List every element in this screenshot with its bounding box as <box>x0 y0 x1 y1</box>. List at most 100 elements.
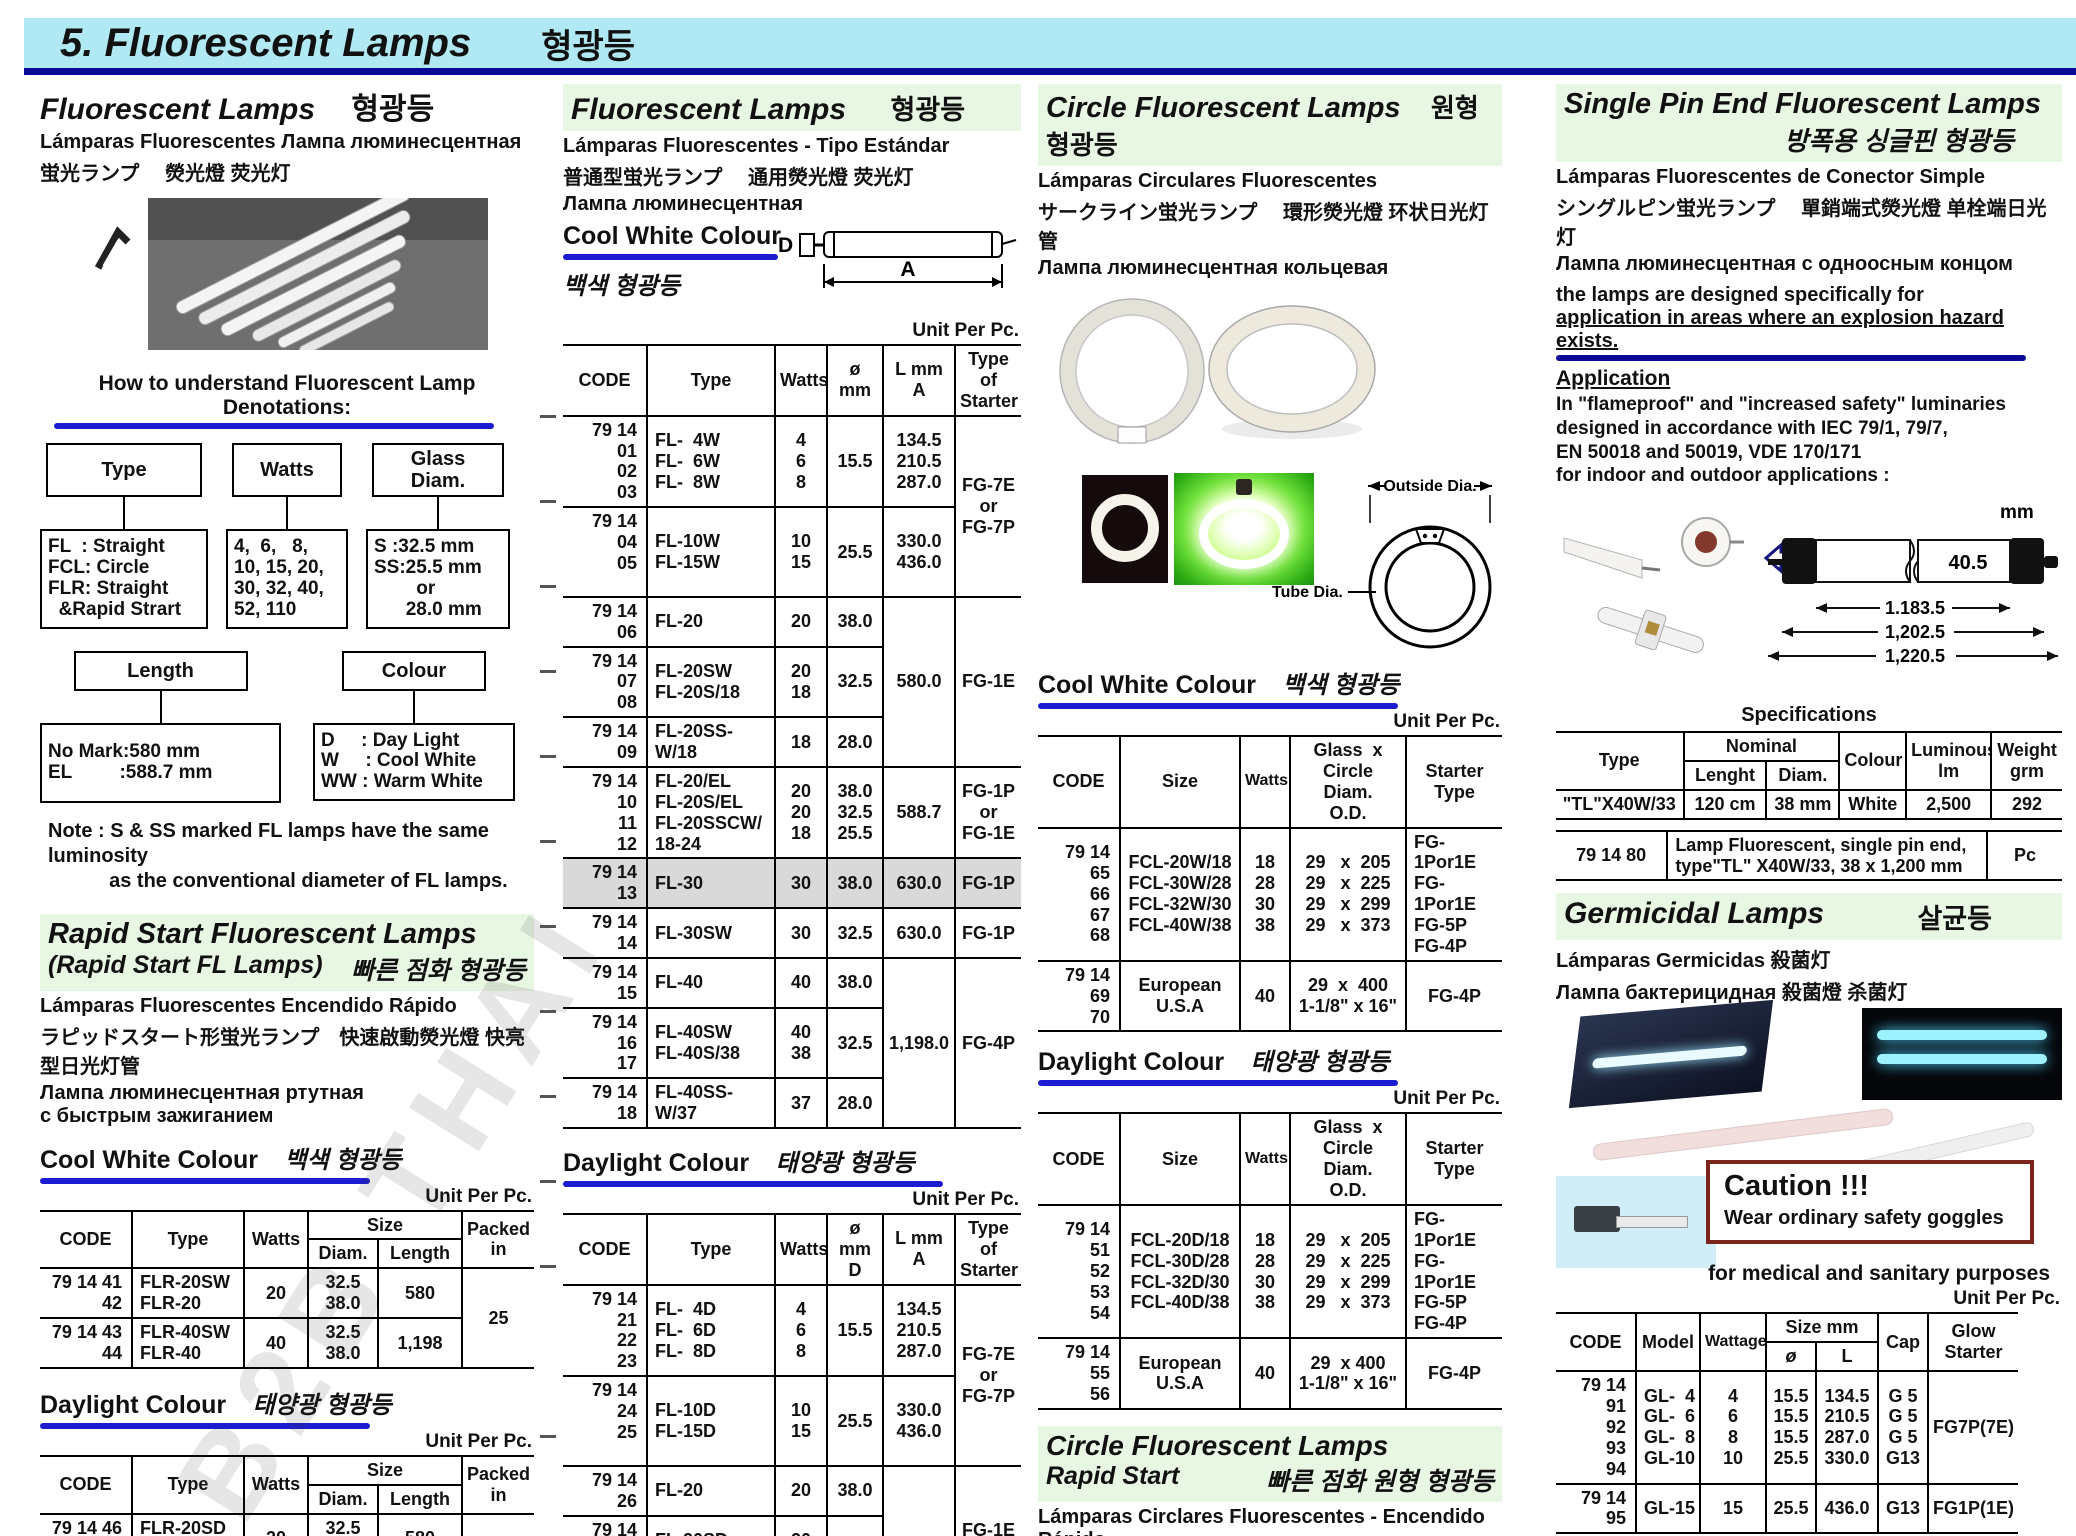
cell: 580 <box>377 1267 462 1320</box>
cell: 29 x 400 1-1/8" x 16" <box>1289 1337 1406 1410</box>
banner-title-kr: 형광등 <box>541 27 636 66</box>
photo-block <box>40 194 534 362</box>
cell: 25 <box>461 1512 534 1536</box>
cell: FG-1E or FG-1P <box>954 1464 1021 1536</box>
cell: Watts <box>1239 1112 1290 1206</box>
cell: FL-10D FL-15D <box>646 1375 775 1467</box>
cell: ø mm D <box>826 1213 883 1286</box>
cell: Length <box>377 1238 462 1270</box>
cell: 79 14 51 52 53 54 <box>1038 1203 1120 1340</box>
cell: CODE <box>563 344 647 417</box>
rapid-title-kr: 빠른 점화 원형 형광등 <box>1266 1467 1494 1496</box>
cell: Colour <box>1838 731 1907 791</box>
cell: Wattage <box>1699 1312 1766 1373</box>
cell: GL-15 <box>1635 1482 1700 1535</box>
cell: 15.5 15.5 15.5 25.5 <box>1765 1370 1816 1485</box>
cell: 588.7 <box>882 765 955 860</box>
cell: 79 14 21 22 23 <box>563 1283 647 1378</box>
cell: 30 <box>774 857 827 910</box>
table-header: CODE Model Wattage Size mm Cap Glow Star… <box>1556 1312 2018 1373</box>
type-label-box: Type <box>46 443 202 497</box>
title-en: Germicidal Lamps <box>1564 897 1825 931</box>
cell: ø mm <box>826 344 883 417</box>
cell: Glass x Circle Diam. O.D. <box>1289 735 1406 829</box>
cell: 40 <box>774 956 827 1009</box>
unit-label: Unit Per Pc. <box>425 1185 532 1207</box>
section-underline <box>1038 703 1398 709</box>
gutter-tick <box>540 1095 556 1098</box>
section-title-kr: 태양광 형광등 <box>252 1391 392 1419</box>
cell: FL-20SW FL-20S/18 <box>646 645 775 719</box>
cell: 15 <box>1699 1482 1766 1535</box>
cell: Nominal <box>1682 731 1840 762</box>
cell: Size <box>307 1209 462 1241</box>
howto-underline <box>54 423 494 429</box>
germicidal-fixture-photo <box>1568 1000 1774 1109</box>
cell: 32.5 <box>826 1006 883 1080</box>
cell: 79 14 16 17 <box>563 1006 647 1080</box>
cell: 29 x 205 29 x 225 29 x 299 29 x 373 <box>1289 1203 1406 1340</box>
cell: 79 14 04 05 <box>563 506 647 598</box>
cell: FL-30 <box>646 857 775 910</box>
cell: Diam. <box>307 1483 378 1515</box>
column-circle-lamps: Circle Fluorescent Lamps 원형 형광등 Lámparas… <box>1038 84 1502 1536</box>
cell: FG1P(1E) <box>1927 1482 2018 1535</box>
unit-label: Unit Per Pc. <box>912 1189 1019 1210</box>
cell: Cap <box>1877 1312 1928 1373</box>
circle-lamp-photo-green <box>1174 473 1314 585</box>
cell: L mm A <box>882 1213 955 1286</box>
cell: ø <box>1765 1341 1816 1373</box>
cell: FG-1P or FG-1E <box>954 765 1021 860</box>
label-tube-diameter: 40.5 <box>1949 552 1988 574</box>
cell: FG-1P <box>954 907 1021 959</box>
title-en: Fluorescent Lamps <box>40 93 316 126</box>
cell: Starter Type <box>1405 1112 1502 1206</box>
cell: 134.5 210.5 287.0 330.0 <box>1815 1370 1878 1485</box>
cell: 79 14 91 92 93 94 <box>1556 1370 1636 1485</box>
cell: FL-40 <box>646 956 775 1009</box>
label-d: D <box>778 234 793 257</box>
cell: FLR-20SD FLR-20 <box>131 1512 244 1536</box>
howto-heading: How to understand Fluorescent Lamp Denot… <box>40 372 534 429</box>
subtitle-cjk: サークライン蛍光ランプ 環形熒光燈 环状日光灯管 <box>1038 202 1489 253</box>
table-row: "TL"X40W/33 120 cm 38 mm White 2,500 292 <box>1556 788 2062 820</box>
gutter-tick <box>540 925 556 928</box>
subtitle-es: Lámparas Fluorescentes de Conector Simpl… <box>1556 166 1986 188</box>
unit-label: Unit Per Pc. <box>1393 711 1500 732</box>
subtitle-ru: Лампа люминесцентная с одноосным концом <box>1556 253 2013 275</box>
connector-line <box>413 690 415 723</box>
single-pin-title-block: Single Pin End Fluorescent Lamps 방폭용 싱글핀… <box>1556 84 2062 162</box>
gutter-tick <box>540 755 556 758</box>
cell: 79 14 55 56 <box>1038 1337 1120 1410</box>
cell: 79 14 06 <box>563 595 647 648</box>
cell: 79 14 07 08 <box>563 645 647 719</box>
cell: Type <box>131 1454 244 1515</box>
cell: 20 <box>243 1267 308 1320</box>
cell: 37 <box>774 1077 827 1129</box>
section-title: Daylight Colour <box>563 1149 750 1177</box>
table-header: CODE Type Watts Size Packed in <box>40 1454 534 1515</box>
caution-text: Wear ordinary safety goggles <box>1724 1207 2004 1230</box>
label-a: A <box>900 258 915 281</box>
cell: 38 mm <box>1765 788 1840 820</box>
section-title: Daylight Colour <box>1038 1048 1225 1077</box>
application-text: In "flameproof" and "increased safety" l… <box>1556 394 2006 487</box>
cell: 134.5 210.5 287.0 <box>882 414 955 509</box>
section-cool-white: Cool White Colour 백색 형광등 Unit Per Pc. <box>1038 665 1502 733</box>
cell: Watts <box>243 1454 308 1515</box>
cell: FG7P(7E) <box>1927 1370 2018 1485</box>
lamp-tube-photo <box>1592 1108 1894 1162</box>
cell: FLR-40SW FLR-40 <box>131 1317 244 1369</box>
section-title-kr: 태양광 형광등 <box>775 1150 915 1177</box>
cell: 28.0 <box>826 716 883 768</box>
gutter-tick <box>540 500 556 503</box>
cell: 25 <box>461 1267 534 1369</box>
cell: 292 <box>1990 788 2062 820</box>
table-row: 79 14 10 11 12 FL-20/EL FL-20S/EL FL-20S… <box>563 765 1021 860</box>
table-germicidal: CODE Model Wattage Size mm Cap Glow Star… <box>1556 1312 2018 1535</box>
cell: 79 14 10 11 12 <box>563 765 647 860</box>
cell: 38.0 <box>826 857 883 910</box>
cell: Glow Starter <box>1927 1312 2018 1373</box>
label-mm: mm <box>2000 502 2034 523</box>
explosion-note-1: the lamps are designed specifically for <box>1556 284 1924 306</box>
